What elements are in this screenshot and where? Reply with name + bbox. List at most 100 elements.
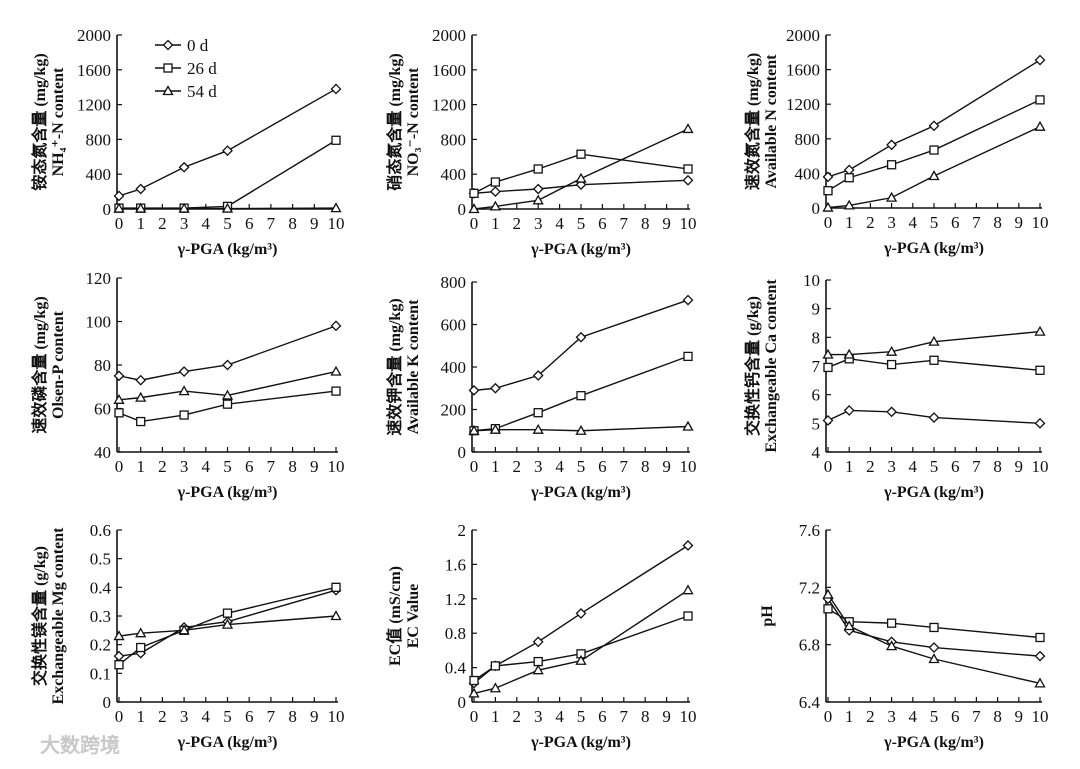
data-point-0d — [532, 370, 544, 381]
x-tick-label: 0 — [115, 707, 124, 726]
x-tick-label: 5 — [930, 213, 939, 232]
x-tick-label: 8 — [993, 707, 1002, 726]
x-tick-label: 10 — [680, 707, 697, 726]
y-tick-label: 2 — [458, 521, 467, 540]
x-axis-label: γ-PGA (kg/m³) — [883, 240, 984, 257]
x-tick-label: 5 — [223, 214, 232, 233]
data-point-54d — [682, 420, 694, 431]
x-tick-label: 6 — [951, 457, 960, 476]
x-tick-label: 7 — [267, 457, 276, 476]
x-tick-label: 4 — [202, 457, 211, 476]
y-tick-label: 0.4 — [445, 659, 467, 678]
data-point-54d — [178, 385, 190, 396]
data-point-26d — [886, 359, 897, 370]
x-tick-label: 3 — [180, 214, 189, 233]
data-point-26d — [886, 618, 897, 628]
series-line-26d — [473, 615, 689, 682]
y-tick-label: 7 — [812, 357, 821, 376]
x-tick-label: 3 — [887, 707, 896, 726]
x-tick-label: 1 — [136, 457, 145, 476]
x-axis-label: γ-PGA (kg/m³) — [177, 241, 278, 258]
x-tick-label: 6 — [245, 707, 254, 726]
data-point-54d — [885, 640, 898, 651]
data-point-0d — [330, 320, 342, 332]
data-point-54d — [113, 393, 125, 404]
x-tick-label: 7 — [620, 707, 629, 726]
data-point-54d — [843, 348, 855, 359]
data-point-26d — [1035, 95, 1045, 105]
x-tick-label: 9 — [310, 214, 319, 233]
y-axis-label-en: Available N content — [763, 54, 780, 189]
y-axis-label-en: pH — [759, 605, 776, 627]
data-point-0d — [532, 183, 544, 195]
x-tick-label: 4 — [555, 707, 564, 726]
x-tick-label: 3 — [887, 457, 896, 476]
data-point-54d — [532, 664, 544, 675]
y-axis-label-cn: 硝态氮含量 (mg/kg) — [385, 53, 404, 190]
x-tick-label: 1 — [491, 707, 500, 726]
data-point-54d — [928, 170, 940, 181]
data-point-26d — [469, 188, 479, 198]
x-tick-label: 4 — [555, 214, 564, 233]
x-tick-label: 2 — [158, 707, 167, 726]
y-tick-label: 1.2 — [445, 590, 466, 609]
x-tick-label: 0 — [470, 457, 479, 476]
x-tick-label: 6 — [245, 214, 254, 233]
x-tick-label: 4 — [909, 213, 918, 232]
chart-panel-9: 0 1 2 3 4 5 6 7 8 9 10 6.4 6.8 7.2 7.6 γ-PGA (kg/m³) pH — [759, 521, 1049, 751]
x-tick-label: 7 — [620, 214, 629, 233]
x-tick-label: 6 — [598, 214, 607, 233]
x-tick-label: 4 — [909, 707, 918, 726]
data-point-54d — [330, 365, 342, 376]
x-tick-label: 2 — [513, 214, 522, 233]
x-tick-label: 4 — [202, 707, 211, 726]
data-point-0d — [468, 384, 480, 396]
y-tick-label: 800 — [86, 130, 112, 149]
x-axis-label: γ-PGA (kg/m³) — [883, 734, 984, 751]
y-tick-label: 5 — [812, 414, 821, 433]
y-axis-label-en: EC Value — [405, 584, 422, 648]
series-line-54d — [827, 594, 1041, 685]
data-point-54d — [843, 199, 855, 210]
y-tick-label: 10 — [803, 271, 820, 290]
data-point-26d — [533, 164, 543, 174]
data-point-26d — [886, 160, 897, 170]
data-point-54d — [1034, 325, 1046, 336]
x-tick-label: 0 — [824, 213, 833, 232]
data-point-26d — [114, 408, 124, 418]
data-point-54d — [822, 588, 834, 599]
y-axis-label-en: NH₄⁺-N content — [50, 67, 67, 176]
x-tick-label: 5 — [223, 707, 232, 726]
data-point-26d — [136, 416, 146, 427]
x-tick-label: 9 — [662, 214, 671, 233]
data-point-26d — [469, 675, 479, 686]
data-point-54d — [330, 610, 342, 621]
x-axis-label: γ-PGA (kg/m³) — [530, 484, 631, 501]
x-tick-label: 0 — [824, 707, 833, 726]
x-tick-label: 4 — [555, 457, 564, 476]
y-axis-label-cn: 交换性镁含量 (g/kg) — [30, 546, 49, 686]
data-point-54d — [928, 335, 940, 346]
data-point-54d — [928, 653, 940, 664]
series-line-54d — [827, 126, 1041, 209]
y-tick-label: 100 — [86, 313, 112, 332]
data-point-26d — [929, 355, 939, 365]
x-tick-label: 7 — [620, 457, 629, 476]
data-point-54d — [1034, 120, 1046, 131]
x-tick-label: 5 — [930, 707, 939, 726]
data-point-54d — [532, 194, 544, 205]
data-point-26d — [929, 145, 939, 155]
data-point-54d — [113, 630, 125, 641]
x-tick-label: 0 — [470, 214, 479, 233]
data-point-0d — [178, 366, 190, 377]
x-tick-label: 8 — [641, 214, 650, 233]
data-point-0d — [489, 186, 501, 198]
data-point-0d — [113, 190, 125, 202]
data-point-54d — [113, 202, 125, 213]
data-point-54d — [489, 423, 502, 434]
x-axis-label: γ-PGA (kg/m³) — [177, 734, 278, 751]
